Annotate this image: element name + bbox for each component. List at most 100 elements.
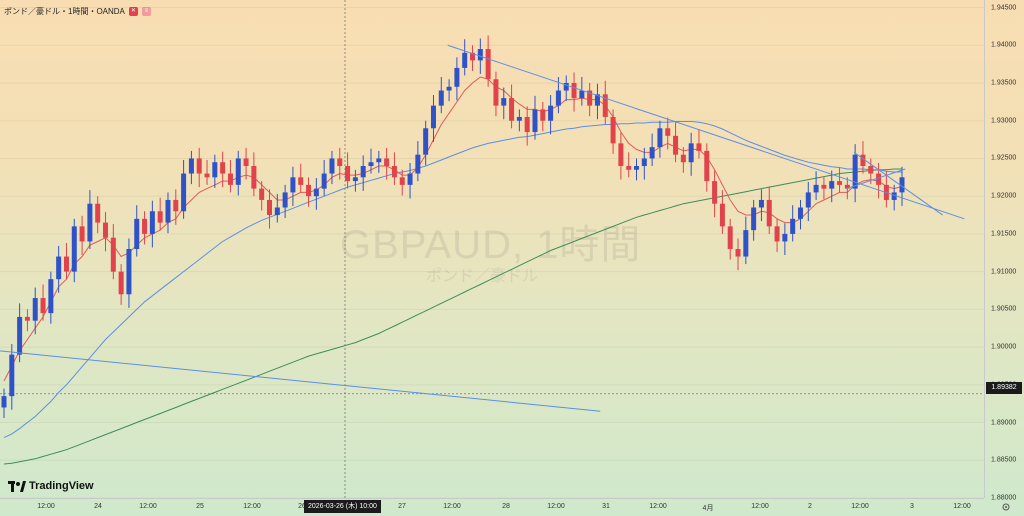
time-tick-label: 12:00 [649, 503, 667, 510]
candle-bull [235, 158, 241, 185]
candle-bear [243, 158, 249, 166]
candle-bull [407, 173, 413, 185]
time-tick-label: 12:00 [751, 503, 769, 510]
candle-bear [540, 109, 546, 121]
candle-bull [17, 316, 23, 355]
trendline [846, 168, 906, 190]
candle-bull [87, 203, 93, 242]
candle-bear [680, 154, 686, 163]
price-tick-label: 1.93000 [991, 117, 1017, 125]
candle-bear [204, 173, 210, 178]
candle-bear [259, 188, 265, 200]
candle-bear [673, 135, 679, 155]
candle-bull [454, 67, 460, 87]
candle-bull [290, 177, 296, 193]
candle-bull [282, 192, 288, 208]
candle-bull [516, 116, 522, 121]
candle-bull [758, 199, 764, 208]
price-tick-label: 1.91000 [991, 268, 1017, 276]
candle-bull [649, 147, 655, 159]
price-axis[interactable]: 1.94500 1.94000 1.93500 1.93000 1.92500 1.920… [984, 0, 1024, 502]
candle-bull [501, 98, 507, 106]
candle-bear [626, 166, 632, 170]
ma-medium-line [3, 121, 902, 439]
time-tick-label: 26 [298, 503, 306, 510]
candle-bull [1, 396, 7, 408]
candle-bull [477, 49, 483, 61]
candle-bull [563, 83, 569, 91]
price-tick-label: 1.93500 [991, 79, 1017, 87]
data-status-icon[interactable]: ≡ [141, 7, 151, 16]
candle-bull [751, 207, 757, 231]
candle-bull [555, 90, 561, 106]
candle-bear [103, 222, 109, 238]
candle-bull [423, 128, 429, 155]
tradingview-logo-icon [8, 480, 26, 492]
time-tick-label: 24 [94, 503, 102, 510]
candle-bear [509, 98, 515, 121]
candle-bull [430, 105, 436, 129]
candle-bull [852, 154, 858, 189]
price-tick-label: 1.90000 [991, 343, 1017, 351]
candle-bull [688, 143, 694, 163]
settings-gear-icon[interactable] [1001, 502, 1011, 512]
candle-bear [399, 177, 405, 185]
trendline [0, 350, 601, 412]
ma-long-line [3, 168, 902, 465]
price-tick-label: 1.92500 [991, 154, 1017, 162]
candle-bear [712, 181, 718, 204]
market-closed-icon[interactable]: ✕ [128, 7, 138, 16]
time-axis[interactable]: 12:00 24 12:00 25 12:00 26 12:00 27 12:00 28 12:00… [0, 498, 984, 516]
candle-bear [587, 90, 593, 106]
tradingview-logo[interactable]: TradingView [8, 480, 94, 492]
time-tick-label: 2 [808, 503, 812, 510]
candle-bear [860, 154, 866, 166]
time-tick-label: 12:00 [547, 503, 565, 510]
price-tick-label: 1.91500 [991, 230, 1017, 238]
symbol-watermark: GBPAUD, 1時間 [340, 223, 642, 267]
candle-bull [71, 226, 77, 272]
candle-bear [774, 226, 780, 242]
time-tick-label: 28 [502, 503, 510, 510]
candle-bull [438, 90, 444, 106]
time-tick-label: 12:00 [851, 503, 869, 510]
candle-bull [9, 354, 15, 397]
price-chart[interactable] [0, 0, 984, 498]
symbol-header[interactable]: ポンド／豪ドル・1時間・OANDA ✕ ≡ [4, 6, 151, 17]
candle-bull [188, 158, 194, 174]
candle-bear [719, 203, 725, 227]
candle-bear [696, 143, 702, 151]
candle-bull [329, 158, 335, 174]
candle-bear [110, 237, 116, 272]
candle-bull [134, 218, 140, 249]
time-tick-label: 4月 [702, 505, 714, 512]
time-tick-label: 27 [398, 503, 406, 510]
candle-bull [212, 162, 218, 178]
candle-bull [368, 162, 374, 166]
candle-bear [157, 211, 163, 223]
candle-bull [376, 158, 382, 163]
candle-bear [227, 173, 233, 185]
trendline [447, 44, 965, 220]
candle-bear [95, 203, 101, 223]
price-tick-label: 1.88000 [991, 494, 1017, 502]
candle-bull [891, 192, 897, 200]
candle-bear [337, 158, 343, 166]
symbol-label[interactable]: ポンド／豪ドル・1時間・OANDA [4, 7, 125, 16]
candle-bull [149, 211, 155, 234]
candle-bear [24, 316, 30, 321]
candle-bull [48, 279, 54, 314]
time-tick-label: 3 [910, 503, 914, 510]
candle-bear [118, 271, 124, 295]
candle-bear [571, 83, 577, 99]
candle-bull [313, 188, 319, 197]
candle-bear [618, 143, 624, 166]
candle-bear [391, 166, 397, 178]
candle-bull [446, 86, 452, 91]
candle-bull [594, 94, 600, 106]
candle-bear [735, 249, 741, 257]
candle-bull [829, 181, 835, 189]
candle-bull [657, 128, 663, 148]
candle-bear [345, 166, 351, 182]
time-tick-label: 12:00 [37, 503, 55, 510]
